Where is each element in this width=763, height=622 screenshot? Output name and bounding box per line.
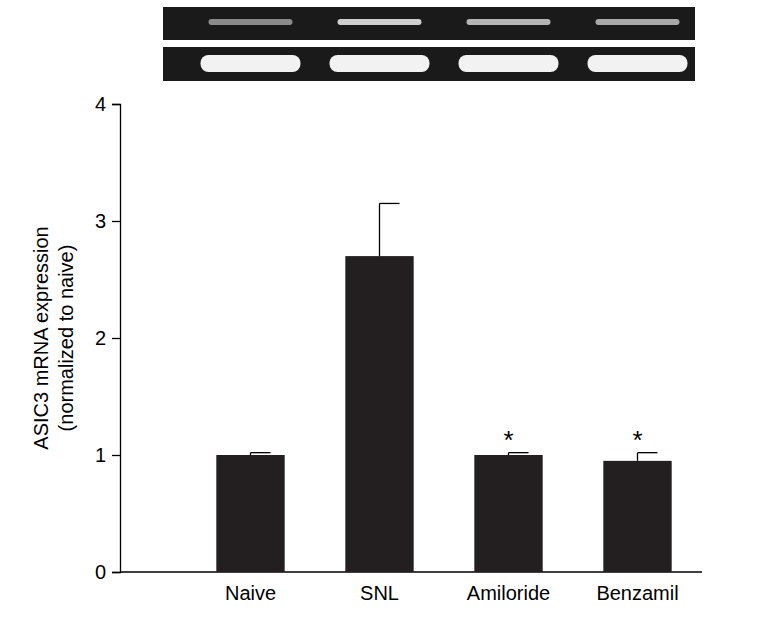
x-tick-label: SNL: [360, 582, 399, 604]
x-tick: SNL: [360, 572, 399, 604]
y-tick-label: 1: [95, 444, 106, 466]
x-tick: Amiloride: [467, 572, 550, 604]
y-tick-label: 4: [95, 93, 106, 115]
x-tick-label: Naive: [225, 582, 276, 604]
y-tick-label: 3: [95, 210, 106, 232]
y-tick: 0: [95, 561, 120, 583]
bar: [603, 461, 671, 572]
y-tick: 4: [95, 93, 120, 115]
x-axis: Naive SNL Amiloride Benzamil: [120, 572, 702, 604]
x-tick: Benzamil: [596, 572, 678, 604]
y-tick: 2: [95, 327, 120, 349]
error-bar-stem: [379, 203, 380, 256]
gel-band: [338, 19, 422, 25]
y-tick-label: 0: [95, 561, 106, 583]
gel-image: [163, 7, 695, 81]
gel-band: [209, 19, 293, 25]
y-tick: 1: [95, 444, 120, 466]
y-tick-mark: [112, 221, 120, 222]
y-tick-mark: [112, 455, 120, 456]
y-axis-title-line: ASIC3 mRNA expression: [30, 226, 52, 449]
error-bar-cap: [380, 203, 400, 204]
y-axis-line: [112, 105, 121, 573]
gel-band: [467, 19, 551, 25]
gel-band: [596, 19, 680, 25]
y-axis: 0 1 2 3 4: [95, 93, 121, 583]
y-tick-label: 2: [95, 327, 106, 349]
y-tick-mark: [112, 572, 120, 573]
gel-band: [330, 55, 430, 72]
significance-marker: *: [632, 425, 642, 455]
y-tick-mark: [112, 338, 120, 339]
bar: [216, 455, 284, 572]
y-tick: 3: [95, 210, 120, 232]
error-bar-cap: [251, 452, 271, 453]
x-tick-label: Amiloride: [467, 582, 550, 604]
y-tick-mark: [112, 104, 120, 105]
x-tick: Naive: [225, 572, 276, 604]
chart: 0 1 2 3 4 Naive SNL Amiloride Benzamil ASIC3 mRNA…: [0, 0, 763, 622]
bar: [345, 256, 413, 572]
gel-band: [588, 55, 688, 72]
error-bar: [251, 453, 271, 455]
y-axis-title-line: (normalized to naive): [55, 245, 77, 432]
gel-row: [163, 47, 695, 81]
x-tick-label: Benzamil: [596, 582, 678, 604]
gel-band: [201, 55, 301, 72]
gel-row: [163, 7, 695, 40]
y-axis-title: ASIC3 mRNA expression(normalized to naiv…: [30, 226, 77, 449]
significance-marker: *: [503, 425, 513, 455]
bar: [474, 455, 542, 572]
gel-band: [459, 55, 559, 72]
error-bar: [380, 203, 400, 256]
plot-area: [216, 203, 671, 572]
